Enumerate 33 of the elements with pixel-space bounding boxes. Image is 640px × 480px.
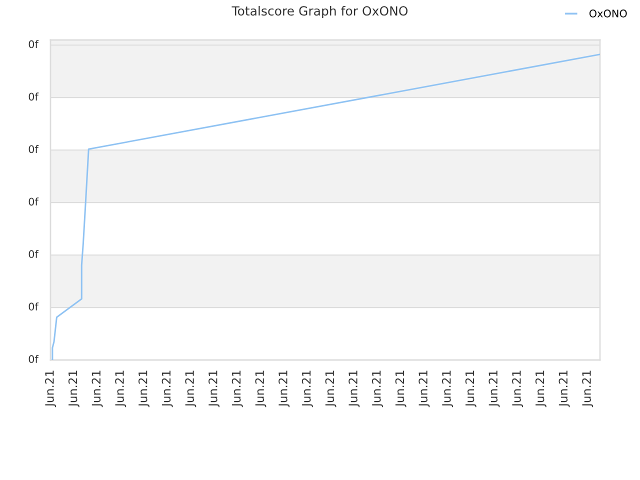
x-tick-label: Jun.21: [488, 370, 500, 408]
x-tick-label: Jun.21: [208, 370, 220, 408]
x-tick-label: Jun.21: [442, 370, 453, 408]
x-tick-label: Jun.21: [395, 370, 406, 408]
x-tick-label: Jun.21: [535, 370, 546, 408]
x-tick-label: Jun.21: [418, 370, 430, 408]
x-tick-label: Jun.21: [302, 370, 313, 408]
x-tick-label: Jun.21: [45, 370, 56, 408]
text: 0f: [28, 92, 39, 101]
text: 0f: [28, 40, 39, 48]
x-tick-label: Jun.21: [185, 370, 196, 408]
x-tick-label: Jun.21: [162, 370, 173, 408]
x-tick-label: Jun.21: [512, 370, 524, 408]
chart-title: Totalscore Graph for OxONO: [232, 6, 408, 18]
x-tick-label: Jun.21: [558, 370, 570, 408]
x-tick-label: Jun.21: [138, 370, 150, 408]
x-tick-label: Jun.21: [255, 370, 266, 408]
x-tick-label: Jun.21: [348, 370, 360, 408]
x-tick-label: Jun.21: [372, 370, 383, 408]
x-tick-label: Jun.21: [115, 370, 126, 408]
x-tick-label: Jun.21: [232, 370, 243, 408]
x-tick-label: Jun.21: [92, 370, 103, 408]
x-tick-label: Jun.21: [465, 370, 476, 408]
legend-label: OxONO: [589, 10, 627, 18]
x-tick-label: Jun.21: [582, 370, 594, 408]
text: 0f: [28, 145, 39, 154]
text: 0f: [28, 302, 39, 311]
text: 0f: [28, 198, 39, 206]
x-tick-label: Jun.21: [278, 370, 290, 408]
x-tick-label: Jun.21: [68, 370, 80, 408]
text: 0f: [28, 250, 39, 258]
x-tick-label: Jun.21: [325, 370, 336, 408]
text: 0f: [28, 354, 39, 364]
